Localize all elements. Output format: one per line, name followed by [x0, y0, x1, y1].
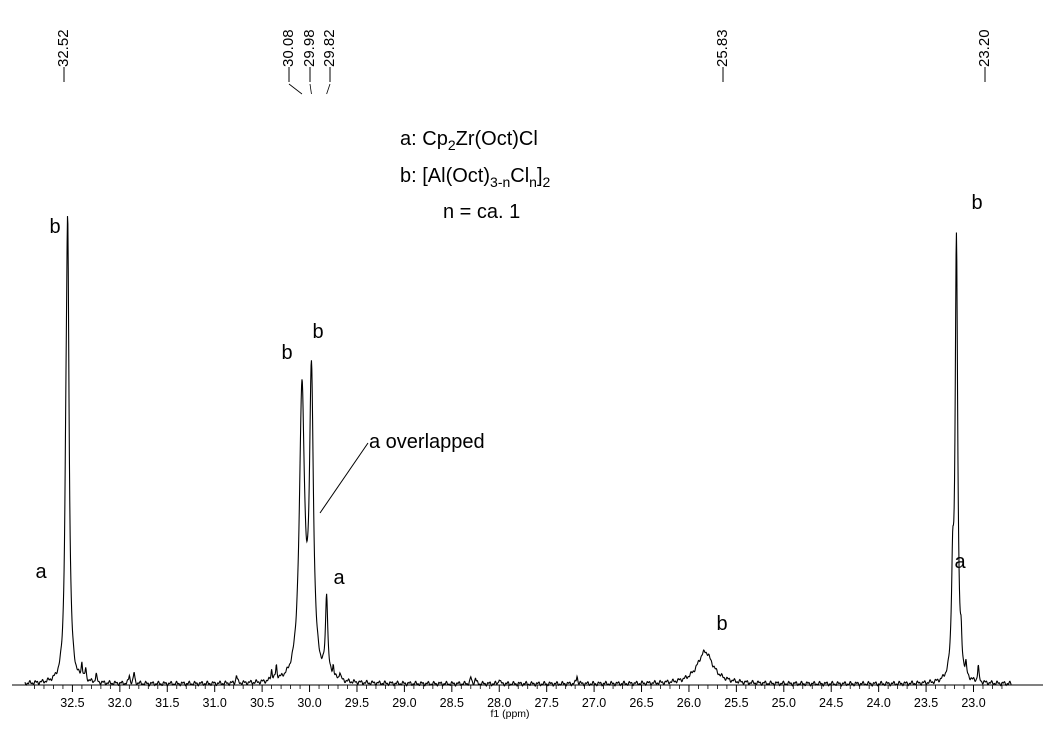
peak-assignment-b: b — [281, 342, 292, 364]
x-tick-label: 32.5 — [60, 696, 84, 710]
peak-shift-label: —25.83 — [714, 29, 731, 82]
peak-assignment-b: b — [716, 613, 727, 635]
x-tick-label: 28.0 — [487, 696, 511, 710]
x-tick-label: 31.0 — [203, 696, 227, 710]
overlap-annotation: a overlapped — [369, 431, 485, 453]
peak-assignment-b: b — [49, 216, 60, 238]
peak-shift-label: —30.08 — [280, 29, 297, 82]
peak-shift-labels: —32.52 —30.08 —29.98 —29.82 —25.83 —23.20 — [55, 29, 993, 95]
x-tick-label: 29.0 — [392, 696, 416, 710]
x-tick-label: 27.0 — [582, 696, 606, 710]
x-tick-label: 25.0 — [772, 696, 796, 710]
peak-shift-label: —32.52 — [55, 29, 72, 82]
peak-label-connector — [326, 83, 331, 95]
x-tick-label: 27.5 — [535, 696, 559, 710]
legend-line-n: n = ca. 1 — [443, 201, 520, 223]
peak-assignment-a: a — [954, 551, 966, 573]
peak-shift-label: —23.20 — [976, 29, 993, 82]
x-tick-label: 26.0 — [677, 696, 701, 710]
x-tick-label: 25.5 — [724, 696, 748, 710]
x-tick-label: 26.5 — [629, 696, 653, 710]
x-tick-label: 29.5 — [345, 696, 369, 710]
peak-label-connector — [288, 83, 303, 95]
x-tick-label: 24.0 — [866, 696, 890, 710]
peak-assignment-a: a — [333, 567, 345, 589]
x-tick-label: 24.5 — [819, 696, 843, 710]
peak-shift-label: —29.82 — [321, 29, 338, 82]
legend-line-b: b: [Al(Oct)3-nCln]2 — [400, 165, 551, 190]
peak-assignment-b: b — [971, 192, 982, 214]
x-tick-label: 23.5 — [914, 696, 938, 710]
overlap-pointer — [319, 442, 369, 514]
legend-line-a: a: Cp2Zr(Oct)Cl — [400, 128, 538, 153]
x-tick-label: 30.0 — [297, 696, 321, 710]
peak-assignment-b: b — [312, 321, 323, 343]
spectrum-line — [24, 216, 1012, 687]
x-tick-label: 32.0 — [108, 696, 132, 710]
x-axis-ticks: 32.5 32.0 31.5 31.0 30.5 30.0 29.5 29.0 28.5 28.0… — [34, 685, 1003, 710]
peak-shift-label: —29.98 — [301, 29, 318, 82]
peak-label-connector — [309, 83, 312, 95]
peak-assignment-a: a — [35, 561, 47, 583]
x-tick-label: 23.0 — [961, 696, 985, 710]
x-tick-label: 30.5 — [250, 696, 274, 710]
x-axis-title: f1 (ppm) — [490, 708, 529, 720]
x-tick-label: 28.5 — [440, 696, 464, 710]
x-tick-label: 31.5 — [155, 696, 179, 710]
spectrum-trace — [24, 216, 1012, 687]
